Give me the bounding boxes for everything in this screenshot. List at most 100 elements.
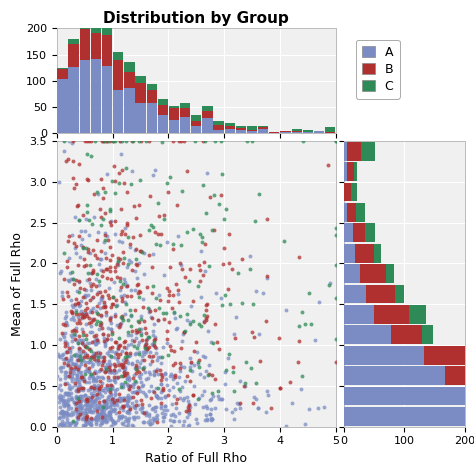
Point	[101, 342, 109, 350]
Bar	[347, 142, 361, 161]
Point	[90, 375, 97, 383]
Point	[166, 173, 173, 181]
Point	[240, 382, 248, 390]
Point	[193, 348, 201, 356]
Point	[83, 351, 91, 359]
Point	[202, 301, 210, 309]
Point	[96, 358, 103, 366]
Point	[135, 201, 143, 209]
Point	[89, 268, 97, 276]
Point	[57, 364, 65, 371]
Point	[101, 237, 109, 244]
Bar	[169, 108, 179, 119]
Point	[165, 386, 173, 393]
Point	[172, 399, 180, 407]
Point	[98, 296, 105, 304]
Point	[116, 322, 123, 329]
Point	[59, 408, 67, 415]
Point	[98, 311, 105, 319]
Point	[101, 304, 109, 311]
Point	[139, 303, 147, 310]
Point	[124, 341, 132, 348]
Point	[95, 281, 102, 289]
Point	[124, 407, 131, 415]
Point	[130, 202, 137, 210]
Point	[248, 328, 255, 336]
Point	[150, 416, 158, 423]
Point	[64, 237, 72, 245]
Bar	[466, 346, 474, 365]
Point	[98, 410, 106, 418]
Point	[195, 363, 203, 371]
Point	[107, 326, 115, 333]
Point	[128, 180, 135, 188]
Point	[80, 328, 87, 336]
Point	[99, 358, 106, 366]
Point	[84, 397, 91, 405]
Point	[132, 369, 140, 376]
Point	[126, 351, 134, 359]
Point	[100, 414, 108, 422]
Point	[127, 292, 135, 300]
Point	[189, 391, 196, 399]
Point	[81, 293, 89, 301]
Point	[71, 331, 78, 338]
Point	[75, 375, 82, 383]
Point	[104, 364, 111, 371]
Point	[133, 365, 140, 373]
Point	[75, 337, 83, 344]
Point	[108, 301, 116, 308]
Point	[124, 396, 132, 403]
Point	[72, 309, 80, 316]
Point	[326, 282, 333, 289]
Point	[132, 334, 139, 341]
Point	[70, 360, 77, 367]
Point	[91, 356, 98, 363]
Point	[106, 352, 113, 359]
Bar	[225, 127, 235, 129]
Bar	[247, 129, 257, 131]
Point	[74, 387, 82, 394]
Point	[152, 166, 159, 174]
Point	[298, 308, 306, 315]
Point	[123, 369, 130, 376]
Point	[201, 354, 209, 361]
Point	[229, 364, 237, 371]
Point	[73, 387, 80, 395]
Point	[115, 374, 122, 381]
Point	[118, 294, 126, 302]
Point	[60, 396, 68, 404]
Point	[85, 405, 92, 412]
Point	[246, 265, 254, 273]
Point	[73, 371, 81, 379]
Point	[195, 360, 202, 368]
Point	[65, 391, 73, 398]
Bar	[292, 130, 302, 132]
Point	[126, 349, 134, 357]
Point	[166, 416, 173, 424]
Point	[137, 316, 145, 323]
Point	[137, 387, 144, 395]
Point	[171, 359, 179, 367]
Point	[56, 395, 64, 403]
Point	[89, 373, 96, 381]
Point	[83, 412, 91, 420]
Point	[97, 321, 104, 328]
Point	[173, 324, 181, 332]
Point	[103, 137, 110, 145]
Point	[137, 247, 145, 255]
Point	[106, 382, 114, 389]
Point	[141, 345, 149, 352]
Point	[61, 249, 68, 257]
Point	[73, 403, 80, 410]
Point	[79, 384, 87, 392]
Point	[197, 293, 205, 301]
Point	[207, 338, 214, 346]
Point	[123, 189, 131, 196]
Point	[200, 311, 208, 319]
Point	[123, 415, 131, 422]
Point	[140, 363, 148, 371]
Point	[190, 347, 197, 355]
Point	[98, 322, 105, 329]
Point	[93, 407, 100, 415]
